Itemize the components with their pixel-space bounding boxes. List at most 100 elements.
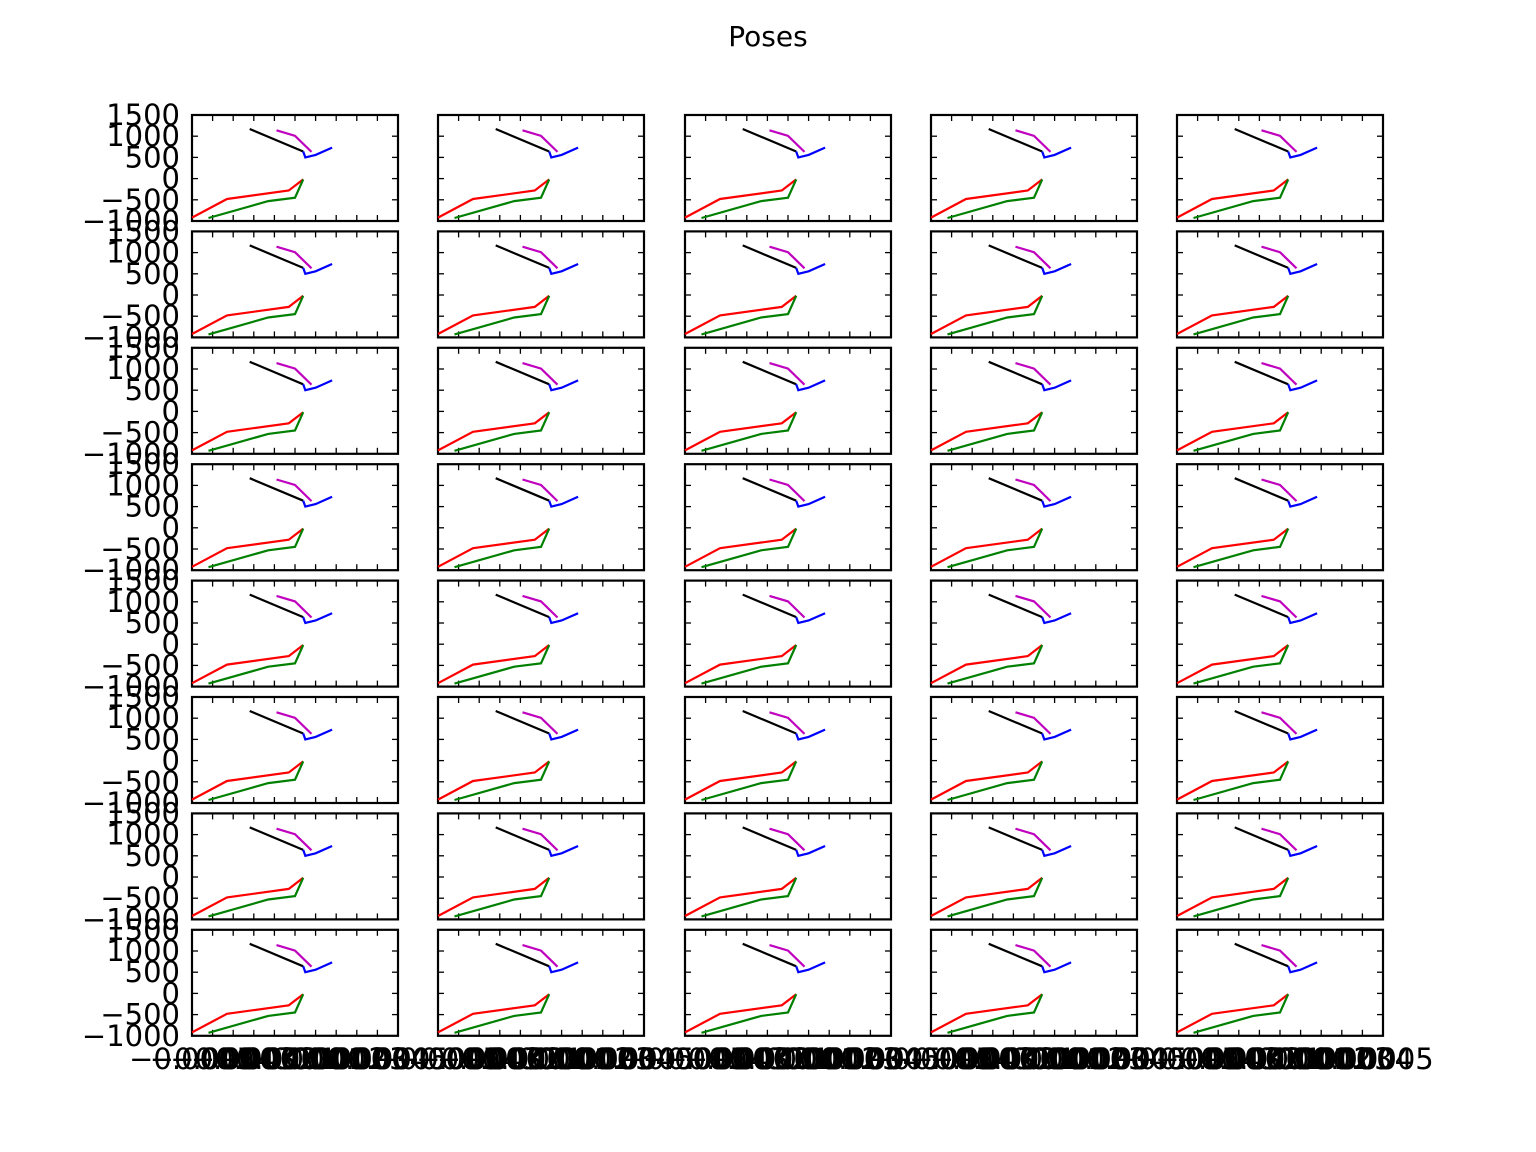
subplot-r3-c2 bbox=[436, 346, 646, 455]
x-tick-label: 0.0000 bbox=[490, 1042, 591, 1076]
pose-limb-2 bbox=[1015, 245, 1052, 270]
pose-limb-5 bbox=[208, 411, 305, 452]
y-tick-label: −500 bbox=[100, 998, 180, 1032]
pose-limb-2 bbox=[1261, 362, 1298, 386]
pose-limb-4 bbox=[930, 876, 1043, 917]
pose-limb-2 bbox=[522, 245, 559, 270]
pose-limb-5 bbox=[454, 877, 551, 918]
pose-limb-4 bbox=[1176, 876, 1289, 917]
pose-limb-2 bbox=[276, 711, 313, 735]
subplot-r8-c5 bbox=[1175, 928, 1385, 1037]
pose-limb-5 bbox=[701, 295, 798, 336]
pose-limb-4 bbox=[930, 178, 1043, 219]
x-tick-label: 0.0001 bbox=[265, 1042, 366, 1076]
pose-limb-1 bbox=[742, 127, 797, 153]
y-tick-label: −500 bbox=[100, 299, 180, 333]
x-tick-label: 0.0002 bbox=[285, 1042, 386, 1076]
subplot-r7-c4 bbox=[929, 812, 1139, 921]
pose-limb-2 bbox=[1015, 711, 1052, 735]
subplot-r8-c1 bbox=[190, 928, 400, 1037]
y-tick-label: 500 bbox=[125, 606, 180, 640]
pose-limb-5 bbox=[1193, 295, 1290, 336]
subplot-r5-c3 bbox=[683, 579, 893, 688]
axes-frame bbox=[436, 230, 646, 339]
x-tick-label: −0.0004 bbox=[1135, 1042, 1261, 1076]
pose-limb-4 bbox=[684, 760, 797, 801]
pose-limb-5 bbox=[947, 411, 1044, 452]
pose-limb-1 bbox=[742, 826, 797, 851]
pose-limb-5 bbox=[1193, 178, 1290, 220]
y-tick-label: 0 bbox=[162, 511, 180, 545]
axes-frame bbox=[190, 812, 400, 921]
pose-limb-5 bbox=[947, 993, 1044, 1034]
pose-limb-3 bbox=[302, 146, 333, 159]
pose-limb-1 bbox=[742, 942, 797, 968]
y-tick-label: 1500 bbox=[106, 331, 180, 365]
subplot-r1-c4 bbox=[929, 113, 1139, 223]
pose-limb-5 bbox=[454, 760, 551, 802]
pose-limb-1 bbox=[1234, 709, 1289, 735]
x-tick-label: −0.0003 bbox=[1155, 1042, 1281, 1076]
y-tick-label: 0 bbox=[162, 162, 180, 196]
pose-limb-2 bbox=[276, 827, 313, 852]
pose-limb-3 bbox=[1041, 146, 1072, 159]
axes-frame bbox=[929, 230, 1139, 339]
figure-title: Poses bbox=[728, 20, 807, 53]
subplot-r3-c1 bbox=[190, 346, 400, 455]
pose-limb-3 bbox=[795, 844, 826, 858]
axes-frame bbox=[190, 346, 400, 455]
axes-frame bbox=[683, 230, 893, 339]
pose-limb-5 bbox=[454, 993, 551, 1034]
y-tick-label: 1500 bbox=[106, 447, 180, 481]
pose-limb-3 bbox=[1041, 844, 1072, 858]
pose-limb-4 bbox=[684, 644, 797, 685]
pose-limb-1 bbox=[249, 360, 304, 386]
x-tick-label: 0.0004 bbox=[820, 1042, 921, 1076]
axes-frame bbox=[436, 695, 646, 805]
pose-limb-4 bbox=[1176, 993, 1289, 1034]
axes-frame bbox=[929, 695, 1139, 805]
pose-limb-4 bbox=[191, 411, 304, 452]
pose-limb-2 bbox=[769, 362, 806, 386]
pose-limb-1 bbox=[249, 127, 304, 153]
x-tick-label: 0.0000 bbox=[983, 1042, 1084, 1076]
pose-limb-3 bbox=[795, 379, 826, 392]
y-tick-label: 1500 bbox=[106, 214, 180, 248]
y-tick-label: 0 bbox=[162, 976, 180, 1010]
axes-frame bbox=[929, 812, 1139, 921]
pose-limb-1 bbox=[495, 826, 550, 851]
x-tick-label: 0.0002 bbox=[1270, 1042, 1371, 1076]
pose-limb-1 bbox=[988, 360, 1043, 386]
x-tick-label: −0.0005 bbox=[375, 1042, 501, 1076]
pose-limb-5 bbox=[454, 411, 551, 452]
subplot-r6-c1 bbox=[190, 695, 400, 805]
pose-limb-5 bbox=[701, 528, 798, 569]
pose-limb-2 bbox=[522, 711, 559, 735]
y-tick-label: −500 bbox=[100, 881, 180, 915]
pose-limb-1 bbox=[988, 477, 1043, 502]
pose-limb-5 bbox=[947, 760, 1044, 802]
axes-frame bbox=[1175, 695, 1385, 805]
y-tick-label: −1000 bbox=[82, 204, 180, 238]
subplot-r5-c4 bbox=[929, 579, 1139, 688]
y-tick-label: 1500 bbox=[106, 680, 180, 714]
x-tick-label: −0.0003 bbox=[416, 1042, 542, 1076]
pose-limb-2 bbox=[276, 362, 313, 386]
pose-limb-2 bbox=[276, 129, 313, 153]
pose-limb-4 bbox=[684, 876, 797, 917]
subplot-r3-c3 bbox=[683, 346, 893, 455]
pose-limb-4 bbox=[684, 411, 797, 452]
y-tick-label: 0 bbox=[162, 394, 180, 428]
pose-limb-4 bbox=[191, 178, 304, 219]
x-tick-label: 0.0003 bbox=[1045, 1042, 1146, 1076]
axes-frame bbox=[190, 230, 400, 339]
pose-limb-2 bbox=[522, 944, 559, 968]
x-tick-label: 0.0001 bbox=[1250, 1042, 1351, 1076]
pose-limb-5 bbox=[947, 877, 1044, 918]
x-tick-label: 0.0001 bbox=[1004, 1042, 1105, 1076]
y-tick-label: −500 bbox=[100, 532, 180, 566]
pose-limb-2 bbox=[1261, 944, 1298, 968]
subplot-r8-c4 bbox=[929, 928, 1139, 1037]
pose-limb-5 bbox=[1193, 411, 1290, 452]
axes-frame bbox=[929, 928, 1139, 1037]
